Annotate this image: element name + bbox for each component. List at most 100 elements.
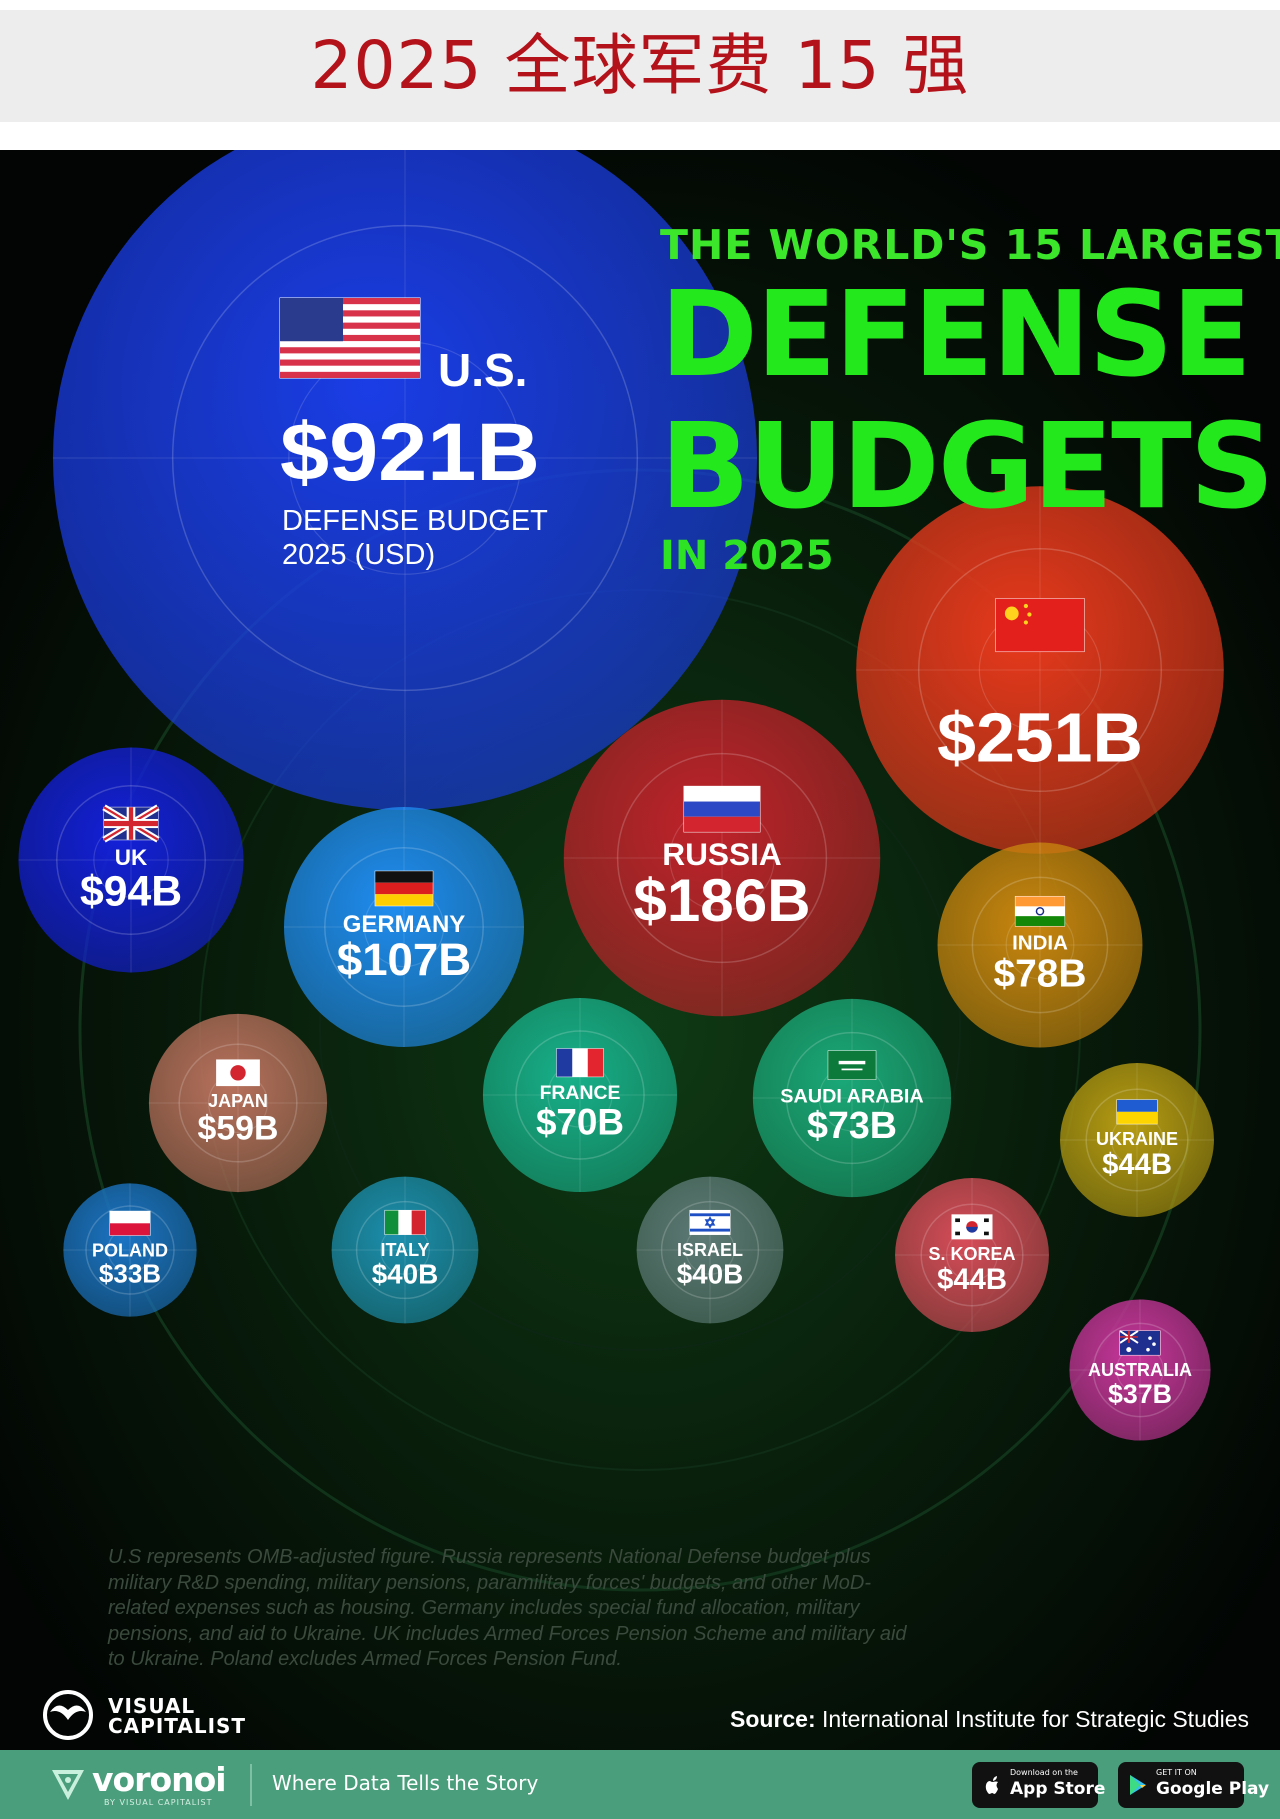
bubble-france: FRANCE$70B <box>482 997 678 1193</box>
bubble-circle-australia <box>1069 1299 1211 1441</box>
bubble-australia: AUSTRALIA$37B <box>1069 1299 1211 1441</box>
bubble-label-israel: ISRAEL <box>677 1240 743 1260</box>
bubble-circle-s-korea <box>895 1178 1049 1332</box>
bubble-italy: ITALY$40B <box>331 1176 479 1324</box>
app-store-badge[interactable]: Download on the App Store <box>972 1762 1105 1808</box>
ukraine-flag-icon <box>1116 1099 1158 1125</box>
headline-line4: IN 2025 <box>660 533 834 579</box>
voronoi-subtitle: BY VISUAL CAPITALIST <box>104 1798 213 1807</box>
bubble-value-s-korea: $44B <box>937 1264 1007 1296</box>
bubble-poland: POLAND$33B <box>63 1183 197 1317</box>
headline-line1: THE WORLD'S 15 LARGEST <box>660 221 1280 269</box>
bubble-ring-italy <box>355 1200 455 1300</box>
us-caption-line1: DEFENSE BUDGET <box>282 505 548 537</box>
bubble-value-saudi-arabia: $73B <box>807 1104 897 1146</box>
bubble-circle-japan <box>148 1013 328 1193</box>
japan-flag-icon <box>216 1059 260 1087</box>
india-flag-icon <box>1014 895 1066 927</box>
bubble-circle-poland <box>63 1183 197 1317</box>
italy-flag-icon <box>384 1209 426 1235</box>
google-play-icon <box>1130 1775 1146 1795</box>
bubble-value-italy: $40B <box>372 1258 439 1289</box>
bubble-value-israel: $40B <box>677 1258 744 1289</box>
germany-flag-icon <box>374 870 434 907</box>
app-store-label: App Store <box>1010 1779 1106 1799</box>
bubble-circle-france <box>482 997 678 1193</box>
bubble-value-france: $70B <box>536 1101 624 1142</box>
google-play-badge[interactable]: GET IT ON Google Play <box>1118 1762 1269 1808</box>
bubble-circle-germany <box>284 807 524 1047</box>
bubble-label-us: U.S. <box>438 344 527 396</box>
poland-flag-icon <box>109 1210 151 1236</box>
headline-line3: BUDGETS <box>660 397 1275 535</box>
page-title: 2025 全球军费 15 强 <box>310 27 970 104</box>
bubble-ring-france <box>515 1030 645 1160</box>
bubble-value-uk: $94B <box>80 867 182 915</box>
bubble-label-s-korea: S. KOREA <box>928 1244 1015 1264</box>
bubble-germany: GERMANY$107B <box>284 807 524 1047</box>
footnote: U.S represents OMB-adjusted figure. Russ… <box>108 1546 907 1670</box>
apple-icon <box>985 1776 998 1794</box>
footer-tagline: Where Data Tells the Story <box>272 1771 539 1795</box>
vc-line1: VISUAL <box>108 1694 196 1718</box>
saudi-arabia-flag-icon <box>827 1050 877 1080</box>
bubble-ring-japan <box>178 1043 298 1163</box>
bubble-label-germany: GERMANY <box>343 911 466 938</box>
visual-capitalist-logo-icon <box>43 1690 93 1740</box>
uk-flag-icon <box>102 804 160 843</box>
bubble-value-ukraine: $44B <box>1102 1149 1172 1181</box>
source-text: International Institute for Strategic St… <box>822 1706 1250 1732</box>
bubble-ring-saudi-arabia <box>785 1031 919 1165</box>
south-korea-flag-icon <box>951 1214 993 1240</box>
bubble-circle-china <box>856 486 1224 854</box>
bubble-label-russia: RUSSIA <box>662 836 782 872</box>
bubble-circle-saudi-arabia <box>752 998 952 1198</box>
source-label: Source: <box>730 1706 816 1732</box>
app-store-small: Download on the <box>1010 1768 1078 1777</box>
bubble-value-china: $251B <box>937 699 1143 777</box>
bubble-saudi-arabia: SAUDI ARABIA$73B <box>752 998 952 1198</box>
bubble-label-italy: ITALY <box>380 1240 429 1260</box>
bubble-ring-india <box>971 876 1109 1014</box>
bubble-value-poland: $33B <box>99 1259 161 1289</box>
voronoi-logo[interactable]: voronoi BY VISUAL CAPITALIST <box>48 1760 248 1808</box>
bubble-ring-poland <box>85 1205 175 1295</box>
bubble-label-india: INDIA <box>1012 931 1068 954</box>
bubble-ring-s-korea <box>920 1203 1024 1307</box>
bubble-ring-ukraine <box>1085 1088 1189 1192</box>
us-flag-icon <box>279 297 421 379</box>
bubble-s-korea: S. KOREA$44B <box>895 1178 1049 1332</box>
bubble-circle-u-s <box>53 150 757 810</box>
top-banner <box>0 10 1280 122</box>
voronoi-wordmark: voronoi <box>92 1760 227 1799</box>
bubble-ring-russia <box>616 752 828 964</box>
bubble-china: $251B <box>856 486 1224 854</box>
vc-line2: CAPITALIST <box>108 1714 247 1738</box>
bubble-label-ukraine: UKRAINE <box>1096 1129 1178 1149</box>
visual-capitalist-logo: VISUAL CAPITALIST <box>36 1688 276 1744</box>
bubble-label-france: FRANCE <box>540 1082 621 1104</box>
google-play-small: GET IT ON <box>1156 1768 1197 1777</box>
bubble-label-saudi-arabia: SAUDI ARABIA <box>780 1085 923 1107</box>
bubble-circle-italy <box>331 1176 479 1324</box>
bubble-circle-ukraine <box>1060 1063 1214 1217</box>
google-play-label: Google Play <box>1156 1779 1270 1799</box>
bubble-value-us: $921B <box>280 407 540 498</box>
bubble-india: INDIA$78B <box>937 842 1143 1048</box>
bubble-ring-australia <box>1092 1322 1188 1418</box>
bubble-label-poland: POLAND <box>92 1241 168 1261</box>
bubble-ring-germany <box>324 847 484 1007</box>
source-line: Source: International Institute for Stra… <box>730 1706 1249 1733</box>
headline-line2: DEFENSE <box>660 265 1252 403</box>
bubble-value-japan: $59B <box>198 1109 279 1147</box>
bubble-circle-russia <box>563 699 881 1017</box>
bubble-label-uk: UK <box>115 845 148 870</box>
bubble-value-australia: $37B <box>1108 1379 1172 1409</box>
bubble-circle-uk <box>18 747 244 973</box>
bubble-ring-u-s <box>171 224 639 692</box>
bubble-ring-israel <box>660 1200 760 1300</box>
bubble-uk: UK$94B <box>18 747 244 973</box>
bubble-russia: RUSSIA$186B <box>563 699 881 1017</box>
